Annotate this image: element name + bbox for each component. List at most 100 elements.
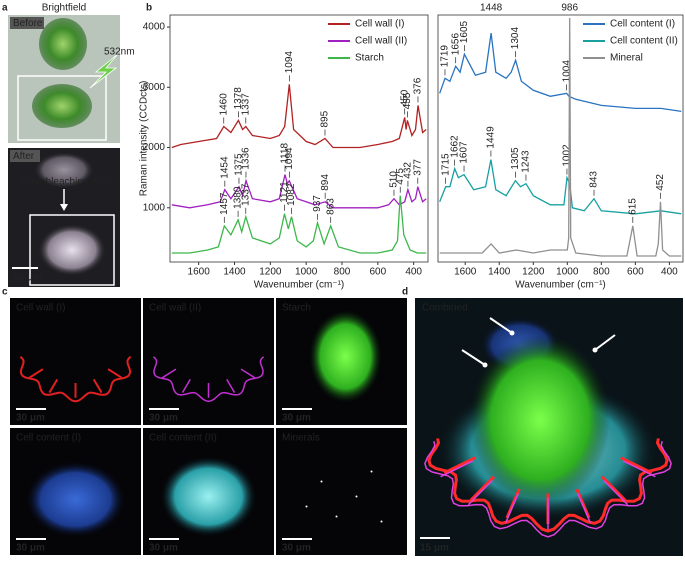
y-axis-label: Raman intensity (CCDcts) <box>139 81 150 197</box>
plot-frame <box>169 14 429 263</box>
legend-label: Cell wall (I) <box>355 19 404 30</box>
spectrum <box>439 33 682 113</box>
peak-label: 1336 <box>241 147 252 170</box>
x-tick-label: 1200 <box>259 267 282 278</box>
mineral-spot <box>370 470 373 473</box>
mineral-spot <box>335 515 338 518</box>
peak-label: 1002 <box>562 144 573 167</box>
cell-wall-spoke <box>443 456 476 475</box>
legend-label: Cell content (I) <box>610 19 675 30</box>
cell-wall-spoke <box>600 475 627 502</box>
glow <box>38 224 106 276</box>
y-tick-label: 2000 <box>143 142 166 153</box>
cell-wall-spoke <box>28 368 44 379</box>
legend-label: Mineral <box>610 53 643 64</box>
spectrum <box>171 84 427 149</box>
scale-label: 30 μm <box>282 543 311 554</box>
peak-label: 452 <box>655 174 666 191</box>
panel-letter: b <box>146 3 152 14</box>
mineral-spot <box>320 480 323 483</box>
peak-label: 1004 <box>561 60 572 83</box>
peak-label: 432 <box>403 162 414 179</box>
scale-label: 30 μm <box>16 413 45 424</box>
label-box <box>10 150 40 162</box>
peak-label: 1656 <box>450 33 461 56</box>
x-tick-label: 1400 <box>488 267 511 278</box>
x-tick-label: 1000 <box>556 267 579 278</box>
mineral-spot <box>305 505 308 508</box>
peak-label: 863 <box>325 198 336 215</box>
cell-wall-spoke <box>92 378 103 394</box>
cell-wall-spoke <box>575 488 591 519</box>
legend-label: Starch <box>355 53 384 64</box>
x-tick-label: 600 <box>369 267 386 278</box>
legend-label: Cell wall (II) <box>355 36 407 47</box>
spectrum <box>171 174 427 209</box>
map-label: Minerals <box>282 433 320 444</box>
pointer-arrow <box>461 349 486 366</box>
pointer-head <box>509 330 515 336</box>
selection-box <box>17 75 107 141</box>
peak-label: 1378 <box>233 87 244 110</box>
peak-label: 1454 <box>219 156 230 179</box>
peak-label: 895 <box>320 110 331 127</box>
peak-label: 1375 <box>234 153 245 176</box>
cell-wall-spoke <box>620 456 653 475</box>
peak-label: 1460 <box>218 93 229 116</box>
x-tick-label: 1200 <box>522 267 545 278</box>
peak-label: 435 <box>402 92 413 109</box>
pointer-head <box>482 362 488 368</box>
x-tick-label: 800 <box>593 267 610 278</box>
spectrum <box>439 17 682 257</box>
map-image <box>143 298 274 425</box>
peak-label: 1605 <box>459 20 470 43</box>
peak-label: 1305 <box>510 147 521 170</box>
map-image <box>276 428 407 555</box>
legend-label: Cell content (II) <box>610 36 678 47</box>
cell-wall-spoke <box>48 378 59 394</box>
panel-letter: c <box>2 287 8 298</box>
cell-wall-spoke <box>603 479 629 506</box>
scale-label: 30 μm <box>282 413 311 424</box>
map-label: Cell wall (II) <box>149 303 201 314</box>
cell-wall-spoke <box>622 460 656 478</box>
panel-letter: d <box>402 287 408 298</box>
cell <box>39 18 87 70</box>
laser-bolt <box>89 53 119 89</box>
scale-label: 15 μm <box>420 543 449 554</box>
pointer-arrow <box>489 317 513 334</box>
y-tick-label: 3000 <box>143 82 166 93</box>
peak-label: 1457 <box>219 192 230 215</box>
scale-label: 50 μm <box>13 273 42 284</box>
peak-label: 1337 <box>240 93 251 116</box>
pointer-arrow <box>594 334 616 351</box>
peak-label: 1082 <box>286 183 297 206</box>
map-label: Cell content (II) <box>149 433 217 444</box>
cell-wall-spoke <box>576 493 592 524</box>
cell-wall <box>424 440 672 538</box>
map-label: Cell content (I) <box>16 433 81 444</box>
peak-label: 937 <box>312 195 323 212</box>
cell-wall-spoke <box>469 475 496 502</box>
content-map <box>25 461 126 538</box>
panel-letter: a <box>2 3 8 14</box>
photobleaching-label: Photobleaching (hν) <box>20 177 109 188</box>
cell-wall-spoke <box>505 488 521 519</box>
y-tick-label: 1000 <box>143 202 166 213</box>
label-box <box>10 17 44 29</box>
mineral-spot <box>355 495 358 498</box>
peak-label: 1118 <box>280 142 291 163</box>
image-label: Before <box>13 18 43 29</box>
cell-wall-spoke <box>226 378 236 393</box>
cell-wall <box>427 438 669 533</box>
peak-label: 1337 <box>240 183 251 206</box>
cell <box>32 84 92 128</box>
peak-label: 1304 <box>510 26 521 49</box>
cell-wall <box>19 356 132 403</box>
cell-wall-spoke <box>240 368 256 379</box>
peak-label: 1607 <box>459 141 470 164</box>
x-tick-label: 400 <box>661 267 678 278</box>
scale-label: 30 μm <box>149 413 178 424</box>
peak-label: 894 <box>320 174 331 191</box>
